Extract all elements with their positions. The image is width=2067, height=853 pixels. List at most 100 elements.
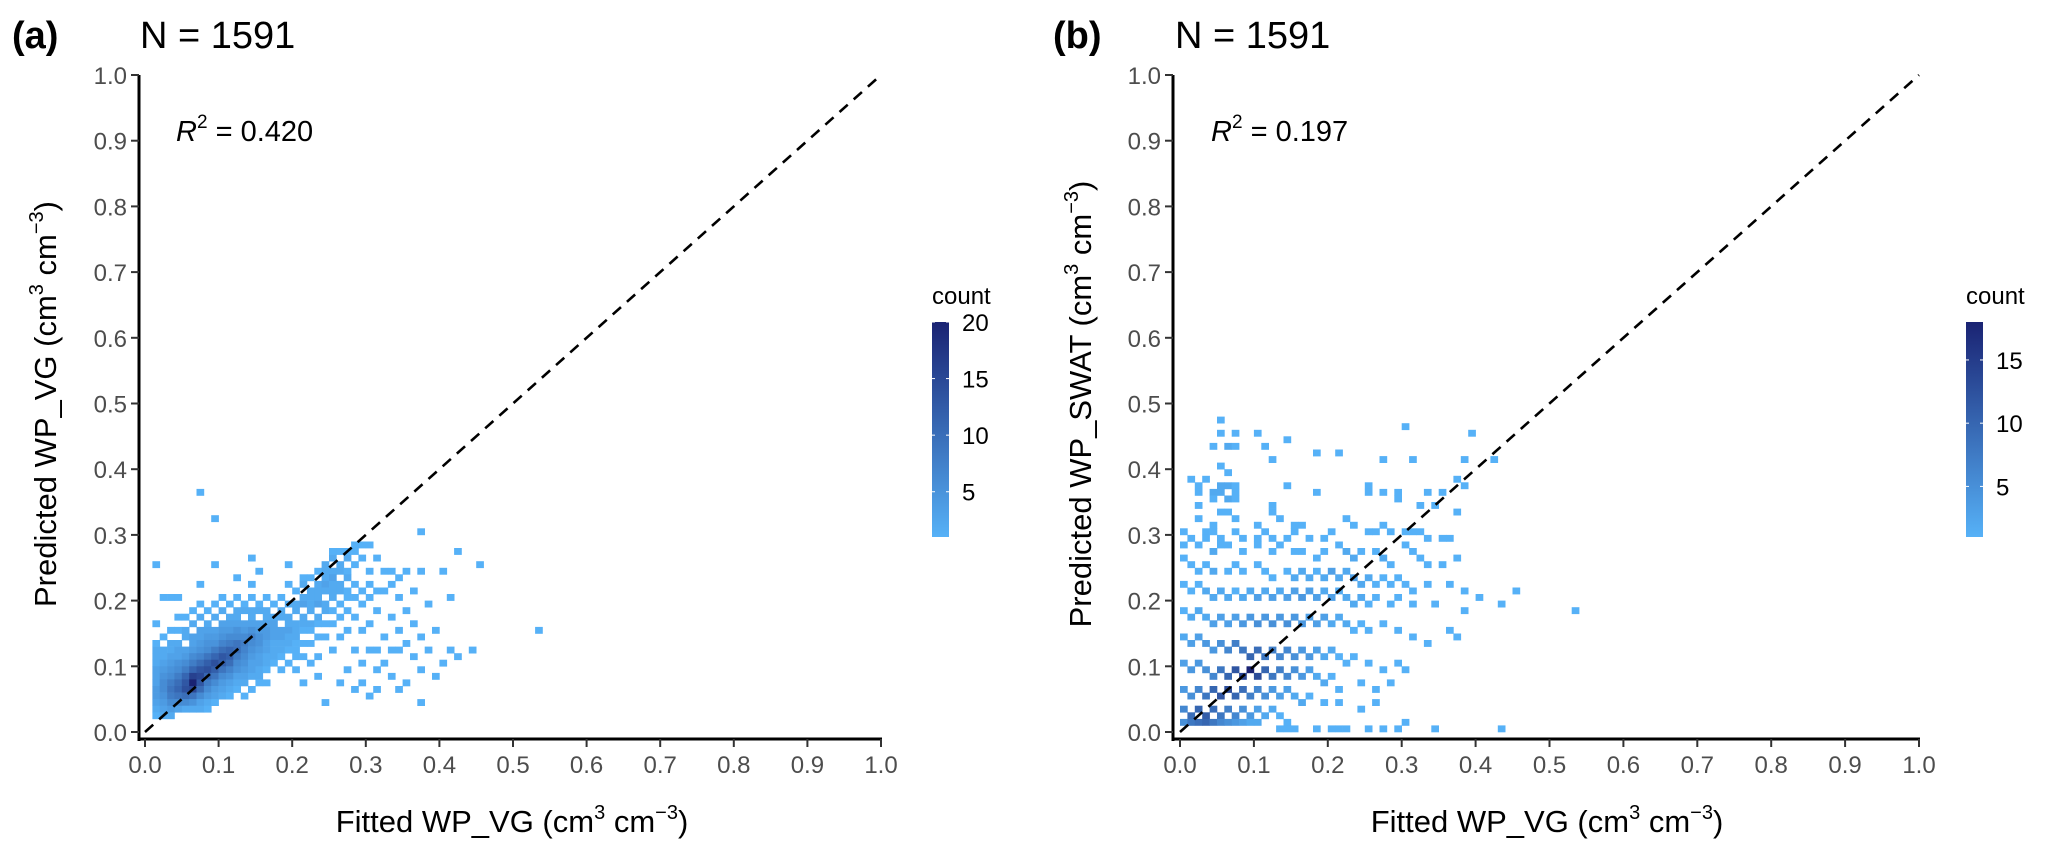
heatmap-cell xyxy=(343,666,352,674)
panel-tag: (b) xyxy=(1053,15,1102,57)
heatmap-cell xyxy=(277,653,286,661)
heatmap-cell xyxy=(314,594,322,601)
reference-line-1-to-1 xyxy=(1179,74,1920,733)
heatmap-cell xyxy=(373,587,381,595)
heatmap-cell xyxy=(159,633,168,641)
heatmap-cell xyxy=(1224,508,1232,516)
heatmap-cell xyxy=(1231,666,1240,674)
x-axis-title-main: Fitted WP_VG (cm xyxy=(336,804,594,839)
y-axis-title: Predicted WP_VG (cm3 cm−3) xyxy=(26,201,63,607)
heatmap-cell xyxy=(299,594,308,601)
heatmap-cell xyxy=(226,646,234,654)
heatmap-cell xyxy=(1231,429,1240,437)
heatmap-cell xyxy=(1217,712,1225,720)
heatmap-cell xyxy=(284,640,293,647)
heatmap-cell xyxy=(277,613,286,621)
heatmap-cell xyxy=(196,653,205,661)
heatmap-cell xyxy=(277,626,286,634)
r-symbol: R xyxy=(176,116,197,148)
heatmap-cell xyxy=(373,646,381,654)
heatmap-cell xyxy=(240,626,249,634)
heatmap-cell xyxy=(1298,567,1306,575)
heatmap-cell xyxy=(314,633,322,641)
heatmap-cell xyxy=(1364,659,1373,667)
panel-tag: (a) xyxy=(12,15,58,57)
heatmap-cell xyxy=(1327,725,1336,733)
heatmap-cell xyxy=(351,686,359,693)
heatmap-cell xyxy=(277,607,286,615)
heatmap-cell xyxy=(196,613,205,621)
heatmap-cell xyxy=(1335,725,1343,733)
heatmap-cell xyxy=(1217,534,1225,542)
heatmap-cell xyxy=(248,666,256,674)
x-tick-label: 0.9 xyxy=(1828,752,1861,779)
heatmap-cell xyxy=(262,626,271,634)
heatmap-cell xyxy=(1239,567,1247,575)
heatmap-cell xyxy=(167,659,175,667)
heatmap-cell xyxy=(446,646,455,654)
heatmap-cell xyxy=(1327,646,1336,654)
heatmap-cell xyxy=(1394,626,1402,634)
heatmap-cell xyxy=(1239,705,1247,713)
heatmap-cell xyxy=(306,626,315,634)
heatmap-cell xyxy=(152,705,161,713)
heatmap-cell xyxy=(299,620,308,628)
x-tick-label: 0.8 xyxy=(1755,752,1788,779)
heatmap-cell xyxy=(1283,594,1292,601)
heatmap-cell xyxy=(395,646,403,654)
x-tick-label: 1.0 xyxy=(864,752,897,779)
heatmap-cell xyxy=(189,692,197,700)
heatmap-cell xyxy=(395,594,403,601)
legend-tick-label: 10 xyxy=(962,423,989,450)
heatmap-cell xyxy=(240,600,249,608)
heatmap-cell xyxy=(1320,534,1329,542)
heatmap-cell xyxy=(1276,725,1284,733)
heatmap-cell xyxy=(292,633,300,641)
heatmap-cell xyxy=(395,686,403,693)
heatmap-cell xyxy=(1209,705,1218,713)
y-axis-title-end: ) xyxy=(1063,181,1098,191)
heatmap-cell xyxy=(174,640,183,647)
heatmap-cell xyxy=(1283,436,1292,444)
heatmap-cell xyxy=(1194,607,1203,615)
heatmap-cell xyxy=(1246,692,1255,700)
heatmap-cell xyxy=(167,653,175,661)
heatmap-cell xyxy=(1290,613,1299,621)
heatmap-cell xyxy=(336,600,345,608)
x-tick-label: 0.0 xyxy=(128,752,161,779)
heatmap-cell xyxy=(358,679,367,687)
heatmap-cell xyxy=(167,679,175,687)
heatmap-cell xyxy=(1209,718,1218,726)
heatmap-cell xyxy=(1217,692,1225,700)
heatmap-cell xyxy=(292,620,300,628)
heatmap-cell xyxy=(203,692,212,700)
heatmap-cell xyxy=(1357,580,1366,588)
y-tick-label: 0.2 xyxy=(1128,589,1161,616)
heatmap-cell xyxy=(1217,541,1225,549)
heatmap-cell xyxy=(1224,495,1232,503)
heatmap-cell xyxy=(284,626,293,634)
heatmap-cell xyxy=(299,626,308,634)
color-legend: count 5 10 15 xyxy=(1966,283,2025,537)
heatmap-cell xyxy=(248,672,256,680)
heatmap-cell xyxy=(262,679,271,687)
heatmap-cell xyxy=(174,666,183,674)
heatmap-cell xyxy=(365,594,374,601)
heatmap-cell xyxy=(203,620,212,628)
heatmap-cell xyxy=(358,541,367,549)
heatmap-cell xyxy=(1350,653,1358,661)
heatmap-cell xyxy=(255,600,264,608)
heatmap-cell xyxy=(535,626,543,634)
heatmap-cell xyxy=(306,620,315,628)
x-tick-label: 0.7 xyxy=(1681,752,1714,779)
heatmap-cell xyxy=(240,666,249,674)
y-tick-label: 0.1 xyxy=(1128,654,1161,681)
heatmap-cell xyxy=(1327,567,1336,575)
heatmap-cell xyxy=(159,672,168,680)
heatmap-cell xyxy=(1350,521,1358,529)
heatmap-cell xyxy=(262,594,271,601)
heatmap-cell xyxy=(277,633,286,641)
heatmap-cell xyxy=(262,613,271,621)
heatmap-cell xyxy=(424,646,433,654)
heatmap-cell xyxy=(1283,646,1292,654)
